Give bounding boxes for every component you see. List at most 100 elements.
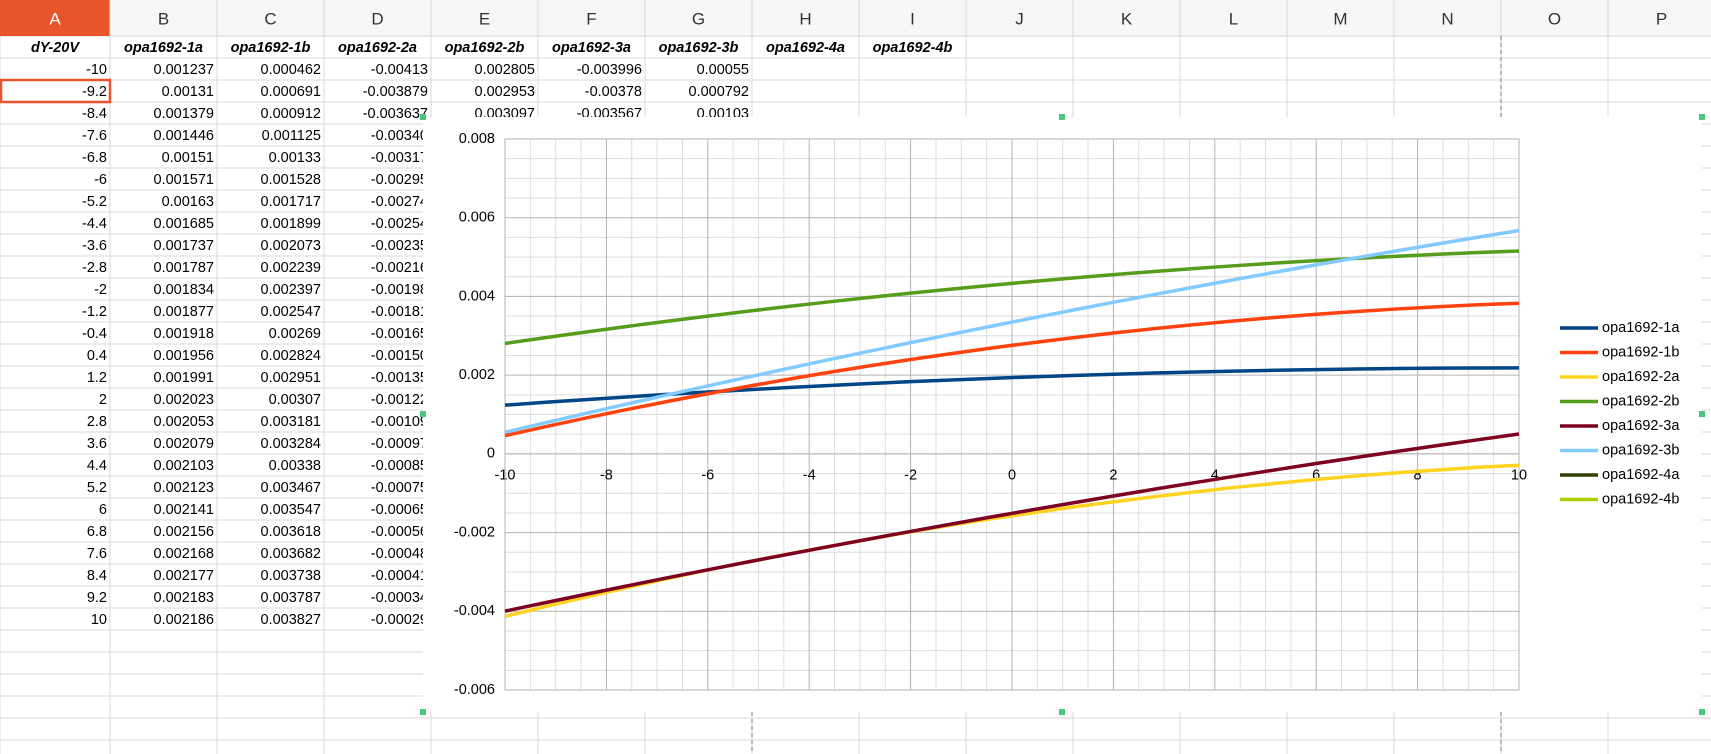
data-cell: 0.00307 bbox=[269, 392, 321, 408]
series-line bbox=[504, 228, 1520, 434]
data-cell: 6.8 bbox=[87, 524, 107, 540]
column-header: A bbox=[49, 9, 61, 28]
header-cell: opa1692-1b bbox=[231, 40, 311, 56]
data-cell: 0.001877 bbox=[154, 304, 214, 320]
data-cell: 0.001737 bbox=[154, 238, 214, 254]
x-tick-label: 6 bbox=[1312, 468, 1320, 484]
data-cell: 0.00163 bbox=[162, 194, 214, 210]
handle bbox=[420, 709, 426, 715]
header-cell: opa1692-2b bbox=[445, 40, 525, 56]
x-tick-label: -4 bbox=[803, 468, 816, 484]
column-header: E bbox=[479, 9, 490, 28]
data-cell: -0.00198 bbox=[371, 282, 428, 298]
data-cell: -5.2 bbox=[82, 194, 107, 210]
data-cell: -0.003879 bbox=[363, 84, 428, 100]
column-header: M bbox=[1333, 9, 1347, 28]
column-header: I bbox=[910, 9, 915, 28]
data-cell: 0.002141 bbox=[154, 502, 214, 518]
data-cell: 0.003738 bbox=[261, 568, 321, 584]
data-cell: 0.002156 bbox=[154, 524, 214, 540]
legend-label: opa1692-3a bbox=[1602, 418, 1680, 434]
data-cell: -0.00340 bbox=[371, 128, 428, 144]
data-cell: 0.002079 bbox=[154, 436, 214, 452]
data-cell: -0.00135 bbox=[371, 370, 428, 386]
data-cell: -0.003996 bbox=[577, 62, 642, 78]
data-cell: 0.003618 bbox=[261, 524, 321, 540]
legend-label: opa1692-1b bbox=[1602, 344, 1679, 360]
x-tick-label: 2 bbox=[1109, 468, 1117, 484]
data-cell: 10 bbox=[91, 612, 107, 628]
column-header: O bbox=[1548, 9, 1561, 28]
data-cell: 0.000462 bbox=[261, 62, 321, 78]
data-cell: -0.00274 bbox=[371, 194, 428, 210]
data-cell: -0.00317 bbox=[371, 150, 428, 166]
data-cell: -0.4 bbox=[82, 326, 107, 342]
y-tick-label: 0.006 bbox=[459, 210, 495, 226]
data-cell: 0.000792 bbox=[689, 84, 749, 100]
y-tick-label: -0.002 bbox=[454, 524, 495, 540]
data-cell: 6 bbox=[99, 502, 107, 518]
column-header: L bbox=[1229, 9, 1238, 28]
data-cell: 0.002023 bbox=[154, 392, 214, 408]
data-cell: -0.00065 bbox=[371, 502, 428, 518]
data-cell: 0.002123 bbox=[154, 480, 214, 496]
header-cell: opa1692-3b bbox=[659, 40, 739, 56]
y-tick-label: -0.006 bbox=[454, 682, 495, 698]
x-tick-label: 4 bbox=[1211, 468, 1219, 484]
column-header: F bbox=[586, 9, 596, 28]
data-cell: -0.00085 bbox=[371, 458, 428, 474]
data-cell: 0.001685 bbox=[154, 216, 214, 232]
data-cell: -6 bbox=[94, 172, 107, 188]
data-cell: -0.00034 bbox=[371, 590, 428, 606]
data-cell: 0.001834 bbox=[154, 282, 214, 298]
data-cell: 0.003467 bbox=[261, 480, 321, 496]
data-cell: 0.003181 bbox=[261, 414, 321, 430]
data-cell: 0.001446 bbox=[154, 128, 214, 144]
data-cell: -2 bbox=[94, 282, 107, 298]
data-cell: 0.00338 bbox=[269, 458, 321, 474]
data-cell: -0.00097 bbox=[371, 436, 428, 452]
data-cell: 0.001787 bbox=[154, 260, 214, 276]
column-header: P bbox=[1656, 9, 1667, 28]
data-cell: -10 bbox=[86, 62, 107, 78]
data-cell: -0.00235 bbox=[371, 238, 428, 254]
y-tick-label: 0.002 bbox=[459, 367, 495, 383]
data-cell: -1.2 bbox=[82, 304, 107, 320]
data-cell: 0.001571 bbox=[154, 172, 214, 188]
header-cell: opa1692-4a bbox=[766, 40, 845, 56]
y-tick-label: -0.004 bbox=[454, 603, 495, 619]
data-cell: 0.002397 bbox=[261, 282, 321, 298]
legend-label: opa1692-1a bbox=[1602, 320, 1680, 336]
data-cell: 0.002953 bbox=[475, 84, 535, 100]
data-cell: -0.00378 bbox=[585, 84, 642, 100]
data-cell: 0.002073 bbox=[261, 238, 321, 254]
data-cell: 0.001237 bbox=[154, 62, 214, 78]
chart-object: -10 -8 -6 -4 -2 0 2 4 6 8 10-0.006-0.004-0.00200.0… bbox=[423, 117, 1702, 712]
legend-label: opa1692-4a bbox=[1602, 467, 1680, 483]
column-header: J bbox=[1015, 9, 1024, 28]
x-tick-label: -8 bbox=[600, 468, 613, 484]
y-tick-label: 0.008 bbox=[459, 131, 495, 147]
data-cell: 0.002053 bbox=[154, 414, 214, 430]
y-tick-label: 0 bbox=[487, 446, 495, 462]
column-header-bar bbox=[0, 0, 1711, 36]
data-cell: -0.00150 bbox=[371, 348, 428, 364]
column-header: D bbox=[371, 9, 383, 28]
data-cell: 0.000912 bbox=[261, 106, 321, 122]
handle bbox=[1059, 114, 1065, 120]
data-cell: -0.00029 bbox=[371, 612, 428, 628]
data-cell: 0.001899 bbox=[261, 216, 321, 232]
selected-cell bbox=[0, 78, 112, 104]
data-cell: -9.2 bbox=[82, 84, 107, 100]
data-cell: 0.001717 bbox=[261, 194, 321, 210]
data-cell: -7.6 bbox=[82, 128, 107, 144]
data-cell: 0.002183 bbox=[154, 590, 214, 606]
data-cell: -0.00109 bbox=[371, 414, 428, 430]
data-cell: 0.00151 bbox=[162, 150, 214, 166]
column-header: N bbox=[1441, 9, 1453, 28]
data-cell: 0.00133 bbox=[269, 150, 321, 166]
data-cell: 3.6 bbox=[87, 436, 107, 452]
data-cell: -0.00216 bbox=[371, 260, 428, 276]
data-cell: 0.001379 bbox=[154, 106, 214, 122]
